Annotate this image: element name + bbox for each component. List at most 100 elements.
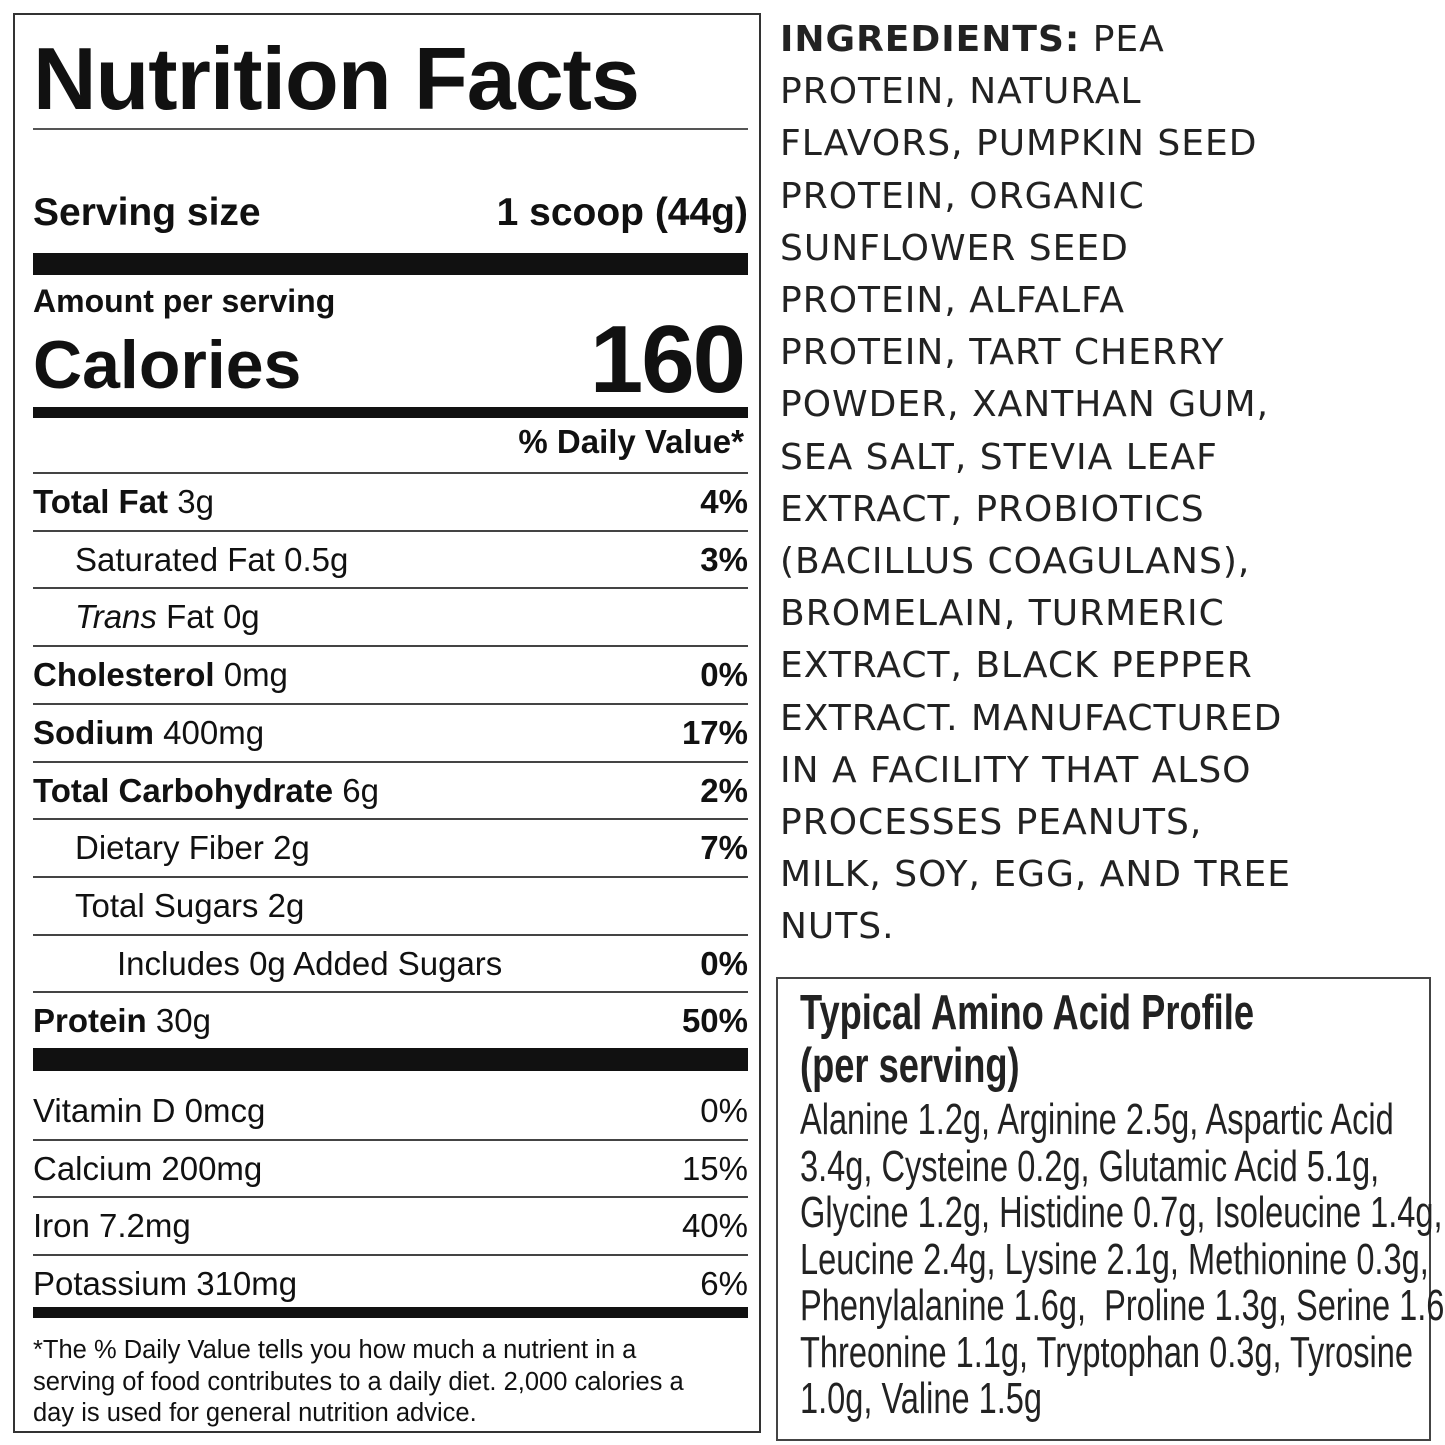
divider (33, 645, 748, 648)
nutrient-name: Protein 30g (33, 1002, 211, 1040)
nutrient-daily-value: 0% (700, 944, 748, 982)
nutrient-name: Cholesterol 0mg (33, 656, 288, 694)
nutrient-label: Dietary Fiber (75, 829, 264, 867)
footnote: *The % Daily Value tells you how much a … (33, 1335, 763, 1430)
nutrient-label: Trans (75, 598, 157, 636)
nutrient-daily-value: 50% (681, 1002, 748, 1040)
nutrient-daily-value: 3% (700, 540, 748, 578)
ingredients-line: PROCESSES PEANUTS, (780, 802, 1203, 844)
nutrient-label: Cholesterol (33, 656, 215, 694)
nutrient-label: Includes 0g Added Sugars (117, 944, 503, 982)
ingredients-line: EXTRACT, PROBIOTICS (780, 488, 1205, 530)
thick-divider (33, 253, 748, 275)
ingredients-line: PROTEIN, ALFALFA (780, 280, 1126, 322)
nutrient-daily-value: 2% (700, 771, 748, 809)
nutrient-row: Trans Fat 0g (33, 589, 748, 645)
amino-title-line: (per serving) (800, 1039, 1020, 1093)
vitamin-daily-value: 0% (700, 1092, 748, 1129)
ingredients-line: SUNFLOWER SEED (780, 227, 1129, 269)
serving-size-value: 1 scoop (44g) (496, 191, 748, 234)
nutrient-name: Trans Fat 0g (75, 598, 260, 636)
ingredients-line: EXTRACT. MANUFACTURED (780, 697, 1283, 739)
nutrient-amount: 0g (222, 598, 260, 636)
vitamin-row: Potassium 310mg 6% (33, 1256, 748, 1312)
footnote-line: *The % Daily Value tells you how much a … (33, 1336, 637, 1364)
ingredients-line: IN A FACILITY THAT ALSO (780, 749, 1252, 791)
nutrient-row: Total Carbohydrate 6g 2% (33, 763, 748, 819)
ingredients-heading: INGREDIENTS: (780, 19, 1081, 60)
vitamin-name: Vitamin D 0mcg (33, 1092, 266, 1129)
nutrient-name: Total Carbohydrate 6g (33, 772, 379, 810)
nutrient-label: Protein (33, 1002, 147, 1040)
divider (33, 1196, 748, 1199)
nutrient-amount: 6g (342, 771, 379, 809)
divider (33, 1138, 748, 1141)
medium-divider (33, 407, 748, 418)
nutrient-amount: 0.5g (284, 540, 349, 578)
divider (33, 1254, 748, 1257)
nutrient-name: Saturated Fat 0.5g (75, 541, 348, 579)
nutrient-row: Total Sugars 2g (33, 878, 748, 934)
nutrient-name: Total Fat 3g (33, 483, 214, 521)
ingredients-line: MILK, SOY, EGG, AND TREE (780, 854, 1291, 896)
footnote-line: serving of food contributes to a daily d… (33, 1367, 684, 1396)
nutrient-label: Total Sugars (75, 886, 259, 924)
ingredients-line: FLAVORS, PUMPKIN SEED (780, 123, 1258, 165)
ingredients-line: NUTS. (780, 906, 895, 948)
vitamin-name: Potassium 310mg (33, 1265, 298, 1303)
amino-body-line: Alanine 1.2g, Arginine 2.5g, Aspartic Ac… (800, 1095, 1394, 1144)
nutrient-row: Protein 30g 50% (33, 993, 748, 1049)
ingredients-text-segment: PEA (1080, 19, 1165, 60)
nutrient-name: Dietary Fiber 2g (75, 829, 310, 867)
nutrient-amount: 3g (177, 483, 214, 520)
nutrient-label: Saturated Fat (75, 540, 275, 578)
amino-body-line: Phenylalanine 1.6g, Proline 1.3g, Serine… (800, 1281, 1445, 1330)
footnote-line: day is used for general nutrition advice… (33, 1399, 477, 1427)
nutrient-row: Sodium 400mg 17% (33, 705, 748, 761)
calories-value: 160 (589, 306, 746, 413)
nutrient-row: Saturated Fat 0.5g 3% (33, 532, 748, 588)
thick-divider (33, 1048, 748, 1071)
ingredients-line: PROTEIN, NATURAL (780, 71, 1142, 113)
nutrient-row: Dietary Fiber 2g 7% (33, 820, 748, 876)
amino-body: Alanine 1.2g, Arginine 2.5g, Aspartic Ac… (800, 1095, 1445, 1423)
nutrient-name: Sodium 400mg (33, 714, 264, 752)
amino-body-line: Glycine 1.2g, Histidine 0.7g, Isoleucine… (800, 1188, 1443, 1237)
amino-body-line: Leucine 2.4g, Lysine 2.1g, Methionine 0.… (800, 1234, 1429, 1284)
daily-value-header: % Daily Value* (518, 423, 744, 460)
vitamin-daily-value: 6% (700, 1265, 748, 1303)
serving-size-label: Serving size (33, 191, 261, 234)
nutrient-label: Total Carbohydrate (33, 771, 334, 809)
ingredients-text: INGREDIENTS: PEA PROTEIN, NATURAL FLAVORS,… (780, 14, 1291, 954)
divider (33, 875, 748, 878)
nutrient-row: Includes 0g Added Sugars 0% (33, 936, 748, 992)
nutrient-amount: 30g (155, 1002, 211, 1040)
nutrition-facts-label: Nutrition Facts Serving size 1 scoop (44… (13, 13, 761, 1433)
serving-size-row: Serving size 1 scoop (44g) (33, 185, 748, 241)
nutrient-row: Cholesterol 0mg 0% (33, 647, 748, 703)
nutrient-amount: 2g (267, 886, 305, 924)
divider (33, 128, 748, 130)
amino-body-line: 1.0g, Valine 1.5g (800, 1374, 1042, 1423)
divider (33, 933, 748, 936)
amino-acid-profile-box: Typical Amino Acid Profile (per serving)… (776, 977, 1445, 1441)
ingredients-line: INGREDIENTS: PEA (780, 14, 1291, 66)
divider (33, 529, 748, 532)
medium-divider (33, 1307, 748, 1318)
nutrient-name: Total Sugars 2g (75, 887, 304, 925)
divider (33, 818, 748, 821)
vitamin-row: Calcium 200mg 15% (33, 1141, 748, 1197)
divider (33, 587, 748, 590)
nutrient-daily-value: 17% (681, 713, 748, 751)
nutrient-daily-value: 7% (700, 829, 748, 867)
vitamin-name: Iron 7.2mg (33, 1207, 191, 1245)
calories-label: Calories (33, 327, 302, 403)
nutrient-amount: 2g (273, 829, 310, 867)
nutrient-label: Sodium (33, 713, 154, 751)
divider (33, 472, 748, 474)
ingredients-line: SEA SALT, STEVIA LEAF (780, 436, 1218, 478)
divider (33, 760, 748, 763)
amino-title: Typical Amino Acid Profile (per serving) (800, 987, 1254, 1093)
amino-title-line: Typical Amino Acid Profile (800, 986, 1255, 1040)
nutrient-daily-value: 4% (700, 483, 748, 520)
